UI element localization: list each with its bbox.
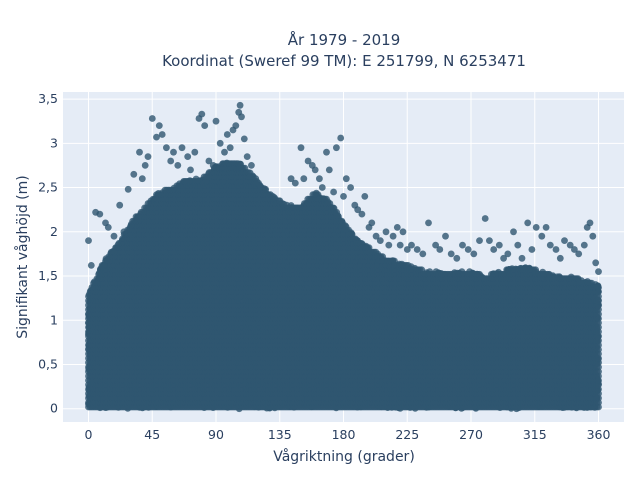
- chart-title-line-2: Koordinat (Sweref 99 TM): E 251799, N 62…: [162, 52, 526, 70]
- chart-title-line-1: År 1979 - 2019: [288, 30, 401, 49]
- data-points: [85, 101, 602, 413]
